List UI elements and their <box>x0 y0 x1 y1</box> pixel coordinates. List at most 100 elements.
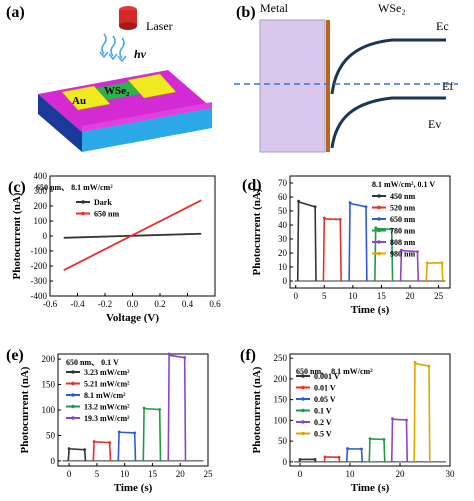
substrate-front <box>82 108 212 152</box>
y-tick-label: 0 <box>283 457 288 467</box>
y-tick-label: -300 <box>31 276 48 286</box>
x-tick-label: 5 <box>322 291 327 301</box>
laser-label: Laser <box>146 19 173 33</box>
data-point <box>67 447 71 451</box>
panel-label: (c) <box>8 179 26 196</box>
y-tick-label: 200 <box>42 354 56 364</box>
legend-label: 980 nm <box>390 250 415 259</box>
panel-a: (a) Laser hv Au WSe₂ <box>0 0 232 160</box>
data-point <box>297 199 300 203</box>
legend-marker <box>377 240 381 244</box>
chart-annotation: 8.1 mW/cm², 0.1 V <box>372 180 435 189</box>
y-tick-label: 70 <box>278 178 288 188</box>
legend-label: 3.23 mW/cm² <box>84 368 130 377</box>
y-tick-label: 60 <box>278 192 288 202</box>
data-point <box>338 218 342 221</box>
data-point <box>167 352 171 356</box>
legend-marker <box>301 420 305 424</box>
y-tick-label: 300 <box>34 186 48 196</box>
data-point <box>348 201 352 205</box>
y-tick-label: 200 <box>34 201 48 211</box>
legend-label: 0.1 V <box>314 407 332 416</box>
wse2-band-label: WSe₂ <box>378 1 406 15</box>
legend-marker <box>301 397 305 401</box>
panel-label-a: (a) <box>6 4 25 21</box>
data-point <box>427 364 431 368</box>
panel-label-b: (b) <box>236 4 256 21</box>
legend-label: 0.05 V <box>314 395 336 404</box>
legend-label: 520 nm <box>390 204 415 213</box>
chart-panel-d: (d) 0 5 10 15 20 25 0 10 20 30 40 50 60 70 Time (s) Phot… <box>242 175 451 316</box>
series-line <box>92 440 112 461</box>
data-point <box>322 216 326 220</box>
y-tick-label: 250 <box>274 353 288 363</box>
x-tick-label: -0.4 <box>70 299 85 309</box>
legend-label: 5.21 mW/cm² <box>84 380 130 389</box>
panel-label: (e) <box>6 347 24 364</box>
metal-label: Metal <box>260 1 289 15</box>
data-point <box>92 440 96 443</box>
ef-label: Ef <box>442 79 453 93</box>
data-point <box>368 437 372 441</box>
ec-label: Ec <box>436 19 449 33</box>
data-point <box>83 448 87 452</box>
y-tick-label: -400 <box>31 291 48 301</box>
y-tick-label: 0 <box>43 231 48 241</box>
legend-marker <box>71 404 75 409</box>
x-tick-label: 20 <box>406 291 416 301</box>
metal-region <box>259 19 326 153</box>
x-tick-label: 25 <box>204 469 214 479</box>
y-tick-label: 50 <box>278 206 288 216</box>
chart-panel-e: (e) 0 5 10 15 20 25 0 50 100 150 200 Time (s) Photocu… <box>6 347 213 494</box>
chart-annotation: 650 nm、 0.1 V <box>66 358 119 367</box>
series-line <box>117 430 137 461</box>
x-tick-label: 0.2 <box>154 299 165 309</box>
x-tick-label: 5 <box>95 469 100 479</box>
series-line <box>142 406 162 461</box>
y-tick-label: 150 <box>274 395 288 405</box>
legend-marker <box>301 385 305 390</box>
x-tick-label: -0.2 <box>98 299 112 309</box>
legend-marker <box>377 205 381 210</box>
data-point <box>298 457 302 461</box>
valence-band <box>330 96 446 149</box>
legend-label: Dark <box>94 198 112 207</box>
y-tick-label: 50 <box>46 430 56 440</box>
x-tick-label: 20 <box>396 469 406 479</box>
legend-marker <box>71 416 75 420</box>
x-tick-label: 0.0 <box>127 299 139 309</box>
legend-label: 650 nm <box>390 215 415 224</box>
legend-label: 13.2 mW/cm² <box>84 403 130 412</box>
y-axis-label: Photocurrent (nA) <box>251 366 263 453</box>
legend-marker <box>301 374 305 378</box>
legend-label: 650 nm <box>94 210 119 219</box>
panel-label: (f) <box>240 347 256 364</box>
legend-label: 8.1 mW/cm² <box>84 391 126 400</box>
legend-marker <box>377 194 381 198</box>
data-point <box>425 261 429 265</box>
legend-marker <box>377 228 381 233</box>
y-tick-label: 50 <box>278 436 288 446</box>
band-diagram: Metal WSe₂ Ec Ef Ev <box>234 1 458 153</box>
data-point <box>158 408 162 411</box>
series-line <box>167 352 187 461</box>
y-tick-label: 100 <box>34 216 48 226</box>
x-tick-label: 15 <box>148 469 158 479</box>
x-tick-label: 15 <box>377 291 387 301</box>
legend-marker <box>377 251 381 256</box>
chart-panel-c: (c) -0.6 -0.4 -0.2 0.0 0.2 0.4 0.6 -400 -300 -200 -… <box>8 171 221 324</box>
legend-marker <box>301 408 305 413</box>
y-axis-label: Photocurrent (nA) <box>11 192 23 279</box>
legend-label: 0.001 V <box>314 372 340 381</box>
legend-marker <box>81 211 85 216</box>
data-point <box>382 438 386 441</box>
data-point <box>360 447 363 451</box>
y-tick-label: -200 <box>31 261 48 271</box>
x-tick-label: 0.4 <box>182 299 194 309</box>
au-label: Au <box>72 95 86 107</box>
y-tick-label: 100 <box>274 415 288 425</box>
series-line <box>322 216 342 282</box>
series-line <box>374 226 394 282</box>
x-tick-label: 25 <box>434 291 444 301</box>
au-electrode-right <box>127 73 177 99</box>
